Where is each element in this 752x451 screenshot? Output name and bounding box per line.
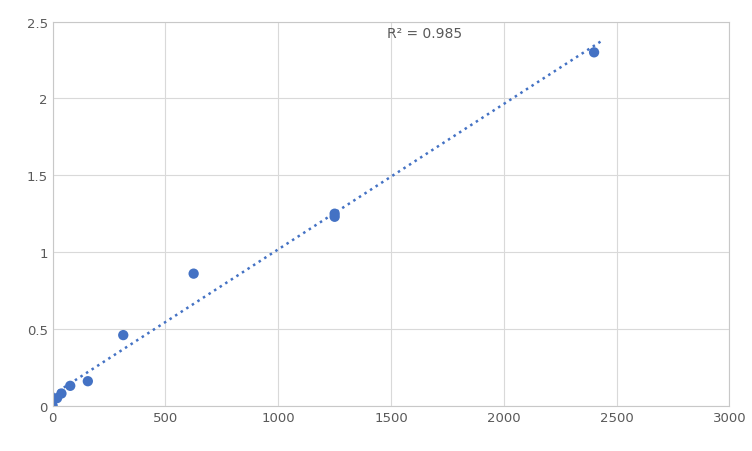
Point <box>329 214 341 221</box>
Point <box>51 395 63 402</box>
Point <box>82 378 94 385</box>
Point <box>64 382 76 390</box>
Point <box>588 50 600 57</box>
Point <box>47 402 59 410</box>
Text: R² = 0.985: R² = 0.985 <box>387 27 462 41</box>
Point <box>56 390 68 397</box>
Point <box>187 271 199 278</box>
Point <box>329 211 341 218</box>
Point <box>117 332 129 339</box>
